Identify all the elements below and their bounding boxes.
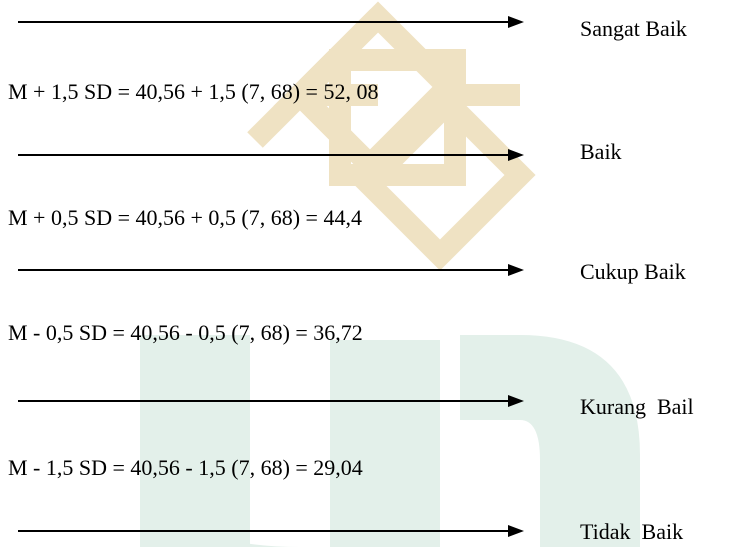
formula-4: M - 1,5 SD = 40,56 - 1,5 (7, 68) = 29,04	[8, 455, 363, 480]
arrow-4	[18, 395, 524, 407]
category-tidak-baik: Tidak Baik	[580, 519, 684, 544]
watermark-letters	[140, 335, 640, 547]
formula-3: M - 0,5 SD = 40,56 - 0,5 (7, 68) = 36,72	[8, 320, 363, 345]
arrow-3	[18, 264, 524, 276]
category-baik: Baik	[580, 139, 622, 164]
formula-1: M + 1,5 SD = 40,56 + 1,5 (7, 68) = 52, 0…	[8, 79, 379, 104]
category-sangat-baik: Sangat Baik	[580, 16, 687, 41]
category-kurang-baik: Kurang Bail	[580, 394, 694, 419]
formula-2: M + 0,5 SD = 40,56 + 0,5 (7, 68) = 44,4	[8, 205, 362, 230]
arrow-2	[18, 149, 524, 161]
category-cukup-baik: Cukup Baik	[580, 259, 686, 284]
arrow-1	[18, 16, 524, 28]
arrow-5	[18, 525, 524, 537]
watermark-ornament	[247, 1, 536, 271]
